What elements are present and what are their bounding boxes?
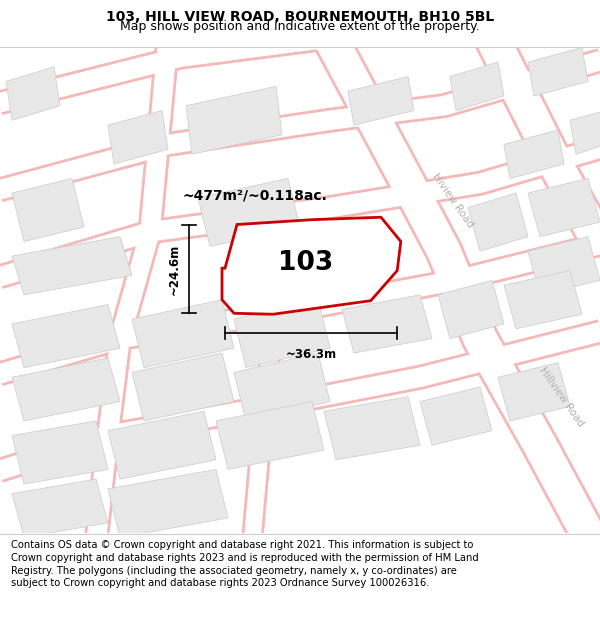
Polygon shape [528, 237, 600, 295]
Polygon shape [12, 479, 108, 538]
Polygon shape [528, 48, 588, 96]
Polygon shape [420, 387, 492, 445]
Polygon shape [468, 193, 528, 251]
Text: ~24.6m: ~24.6m [167, 243, 181, 294]
Polygon shape [12, 421, 108, 484]
Polygon shape [108, 411, 216, 479]
Polygon shape [504, 130, 564, 179]
Polygon shape [186, 86, 282, 154]
Text: Map shows position and indicative extent of the property.: Map shows position and indicative extent… [120, 20, 480, 33]
Polygon shape [12, 179, 84, 241]
Polygon shape [108, 111, 168, 164]
Polygon shape [132, 353, 234, 421]
Polygon shape [450, 62, 504, 111]
Text: 103, HILL VIEW ROAD, BOURNEMOUTH, BH10 5BL: 103, HILL VIEW ROAD, BOURNEMOUTH, BH10 5… [106, 11, 494, 24]
Polygon shape [570, 111, 600, 154]
Polygon shape [528, 179, 600, 237]
Polygon shape [504, 271, 582, 329]
Text: Hillview Road: Hillview Road [537, 365, 586, 428]
Polygon shape [234, 353, 330, 421]
Polygon shape [216, 401, 324, 469]
Text: 103: 103 [278, 251, 334, 276]
Polygon shape [12, 304, 120, 368]
Polygon shape [234, 300, 330, 368]
Polygon shape [438, 280, 504, 339]
Polygon shape [12, 237, 132, 295]
Polygon shape [324, 397, 420, 460]
Polygon shape [6, 67, 60, 120]
Text: ~477m²/~0.118ac.: ~477m²/~0.118ac. [183, 188, 328, 202]
Polygon shape [108, 469, 228, 538]
Polygon shape [498, 362, 570, 421]
Polygon shape [342, 295, 432, 353]
Polygon shape [222, 217, 401, 314]
Polygon shape [198, 179, 300, 246]
Text: Hiview Road: Hiview Road [431, 171, 476, 229]
Polygon shape [12, 358, 120, 421]
Text: ~36.3m: ~36.3m [286, 348, 337, 361]
Polygon shape [348, 77, 414, 125]
Text: Contains OS data © Crown copyright and database right 2021. This information is : Contains OS data © Crown copyright and d… [11, 540, 479, 588]
Polygon shape [132, 300, 234, 368]
